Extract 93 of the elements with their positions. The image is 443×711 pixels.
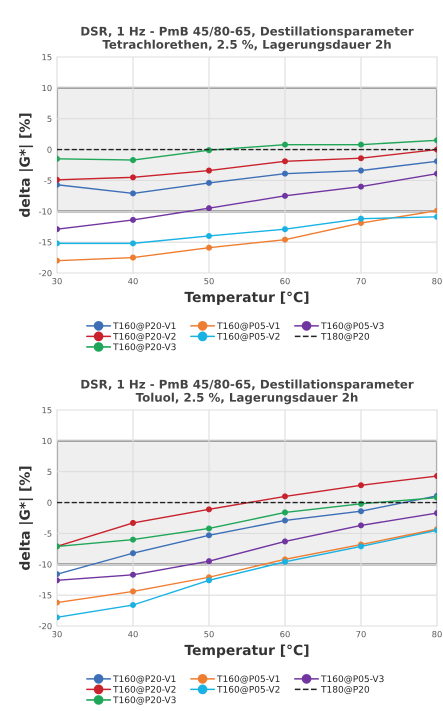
- y-tick-label: -15: [38, 592, 52, 598]
- legend-label: T160@P05-V3: [320, 675, 384, 684]
- point: [358, 508, 364, 514]
- point: [282, 558, 288, 565]
- x-tick-label: 70: [356, 631, 366, 638]
- point: [282, 170, 288, 177]
- point: [282, 538, 288, 544]
- y-tick-label: 15: [42, 54, 52, 60]
- point: [130, 157, 136, 164]
- y-tick-label: 0: [47, 146, 52, 153]
- x-tick-label: 30: [52, 278, 62, 284]
- point: [206, 180, 212, 186]
- x-tick-label: 40: [128, 631, 138, 638]
- y-tick-label: -20: [38, 622, 52, 630]
- y-tick-label: -10: [38, 561, 52, 568]
- point: [130, 602, 136, 608]
- point: [358, 155, 364, 162]
- legend-label: T160@P05-V1: [216, 322, 280, 331]
- point: [206, 232, 212, 239]
- legend-label: T160@P05-V2: [216, 332, 280, 342]
- y-tick-label: 0: [47, 500, 52, 506]
- point: [130, 550, 136, 556]
- legend-label: T160@P20-V1: [113, 322, 176, 331]
- line-series: [57, 510, 437, 584]
- legend-label: T160@P20-V2: [113, 332, 176, 342]
- x-tick-label: 80: [432, 631, 442, 638]
- point: [130, 174, 136, 180]
- legend-label: T160@P20-V2: [113, 686, 176, 694]
- y-axis-title: delta |G*| [%]: [19, 466, 33, 570]
- point: [282, 236, 288, 243]
- x-tick-label: 50: [204, 631, 214, 638]
- x-tick-label: 40: [128, 278, 138, 284]
- x-tick-label: 50: [204, 278, 214, 284]
- chart-title: DSR, 1 Hz - PmB 45/80-65, Destillationsparameter: [81, 379, 414, 391]
- y-tick-label: 15: [42, 407, 52, 414]
- point: [358, 216, 364, 222]
- point: [358, 482, 364, 488]
- legend-label: T160@P05-V3: [320, 322, 384, 331]
- legend-label: T160@P05-V2: [216, 686, 280, 694]
- x-tick-label: 80: [432, 278, 442, 284]
- point: [206, 244, 212, 251]
- x-tick-label: 60: [280, 631, 290, 638]
- point: [282, 509, 288, 516]
- point: [282, 517, 288, 524]
- point: [130, 254, 136, 261]
- y-tick-label: -5: [44, 530, 52, 537]
- y-tick-label: 10: [42, 438, 52, 444]
- x-tick-label: 30: [52, 631, 62, 638]
- point: [206, 558, 212, 564]
- y-tick-label: -20: [38, 270, 52, 276]
- point: [206, 506, 212, 512]
- point: [130, 190, 136, 196]
- line-series: [57, 494, 437, 550]
- point: [130, 536, 136, 543]
- y-tick-label: 5: [47, 116, 52, 122]
- y-tick-label: -10: [38, 208, 52, 215]
- point: [282, 493, 288, 500]
- chart-subtitle: Toluol, 2.5 %, Lagerungsdauer 2h: [136, 392, 358, 404]
- y-tick-label: -15: [38, 239, 52, 246]
- point: [130, 520, 136, 526]
- point: [130, 572, 136, 578]
- point: [206, 532, 212, 538]
- y-tick-label: -5: [44, 178, 52, 184]
- y-axis-title: delta |G*| [%]: [19, 114, 33, 217]
- point: [206, 168, 212, 174]
- chart-subtitle: Tetrachlorethen, 2.5 %, Lagerungsdauer 2h: [102, 40, 391, 52]
- point: [206, 525, 212, 532]
- point: [358, 168, 364, 174]
- x-tick-label: 60: [280, 278, 290, 284]
- point: [282, 142, 288, 148]
- legend-label: T160@P05-V1: [216, 675, 280, 684]
- point: [130, 216, 136, 223]
- point: [282, 192, 288, 199]
- point: [206, 577, 212, 584]
- point: [358, 184, 364, 190]
- point: [358, 142, 364, 148]
- point: [206, 205, 212, 212]
- point: [130, 240, 136, 246]
- y-tick-label: 10: [42, 84, 52, 92]
- legend-label: T160@P20-V3: [113, 343, 176, 352]
- legend-label: T160@P20-V1: [113, 675, 176, 684]
- x-axis-title: Temperatur [°C]: [184, 644, 308, 658]
- legend-label: T180@P20: [320, 332, 370, 342]
- legend-label: T160@P20-V3: [113, 696, 176, 705]
- x-axis-title: Temperatur [°C]: [184, 291, 308, 305]
- point: [282, 226, 288, 232]
- legend-label: T180@P20: [320, 686, 370, 694]
- chart-title: DSR, 1 Hz - PmB 45/80-65, Destillationsparameter: [81, 26, 414, 38]
- point: [130, 588, 136, 594]
- x-tick-label: 70: [356, 278, 366, 284]
- y-tick-label: 5: [47, 468, 52, 475]
- point: [358, 522, 364, 528]
- point: [282, 158, 288, 164]
